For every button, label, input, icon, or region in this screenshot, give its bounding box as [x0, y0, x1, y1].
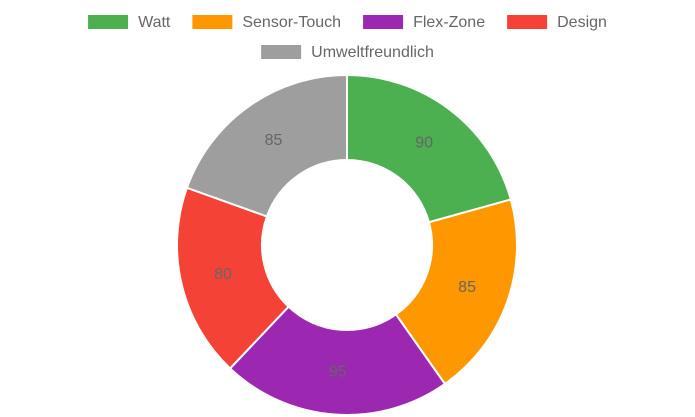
slice — [346, 73, 513, 224]
data-label: 85 — [265, 132, 283, 149]
legend-item[interactable]: Design — [507, 14, 607, 31]
slice — [176, 186, 290, 370]
legend-label: Watt — [138, 14, 171, 31]
legend-swatch — [261, 45, 302, 59]
legend-item[interactable]: Watt — [88, 14, 171, 31]
slice — [228, 305, 447, 416]
legend-swatch — [363, 15, 404, 29]
legend-label: Flex-Zone — [413, 14, 485, 31]
legend-swatch — [88, 15, 129, 29]
data-label: 80 — [214, 266, 232, 283]
legend-label: Design — [557, 14, 607, 31]
data-label: 95 — [329, 363, 347, 380]
legend-item[interactable]: Umweltfreundlich — [261, 44, 434, 61]
legend-label: Umweltfreundlich — [311, 44, 434, 61]
legend-label: Sensor-Touch — [242, 14, 341, 31]
data-label: 85 — [458, 279, 476, 296]
legend-item[interactable]: Flex-Zone — [363, 14, 485, 31]
slice — [185, 73, 348, 218]
legend-swatch — [192, 15, 233, 29]
slice — [394, 198, 518, 386]
data-label: 90 — [415, 135, 433, 152]
legend-swatch — [507, 15, 548, 29]
legend-item[interactable]: Sensor-Touch — [192, 14, 341, 31]
